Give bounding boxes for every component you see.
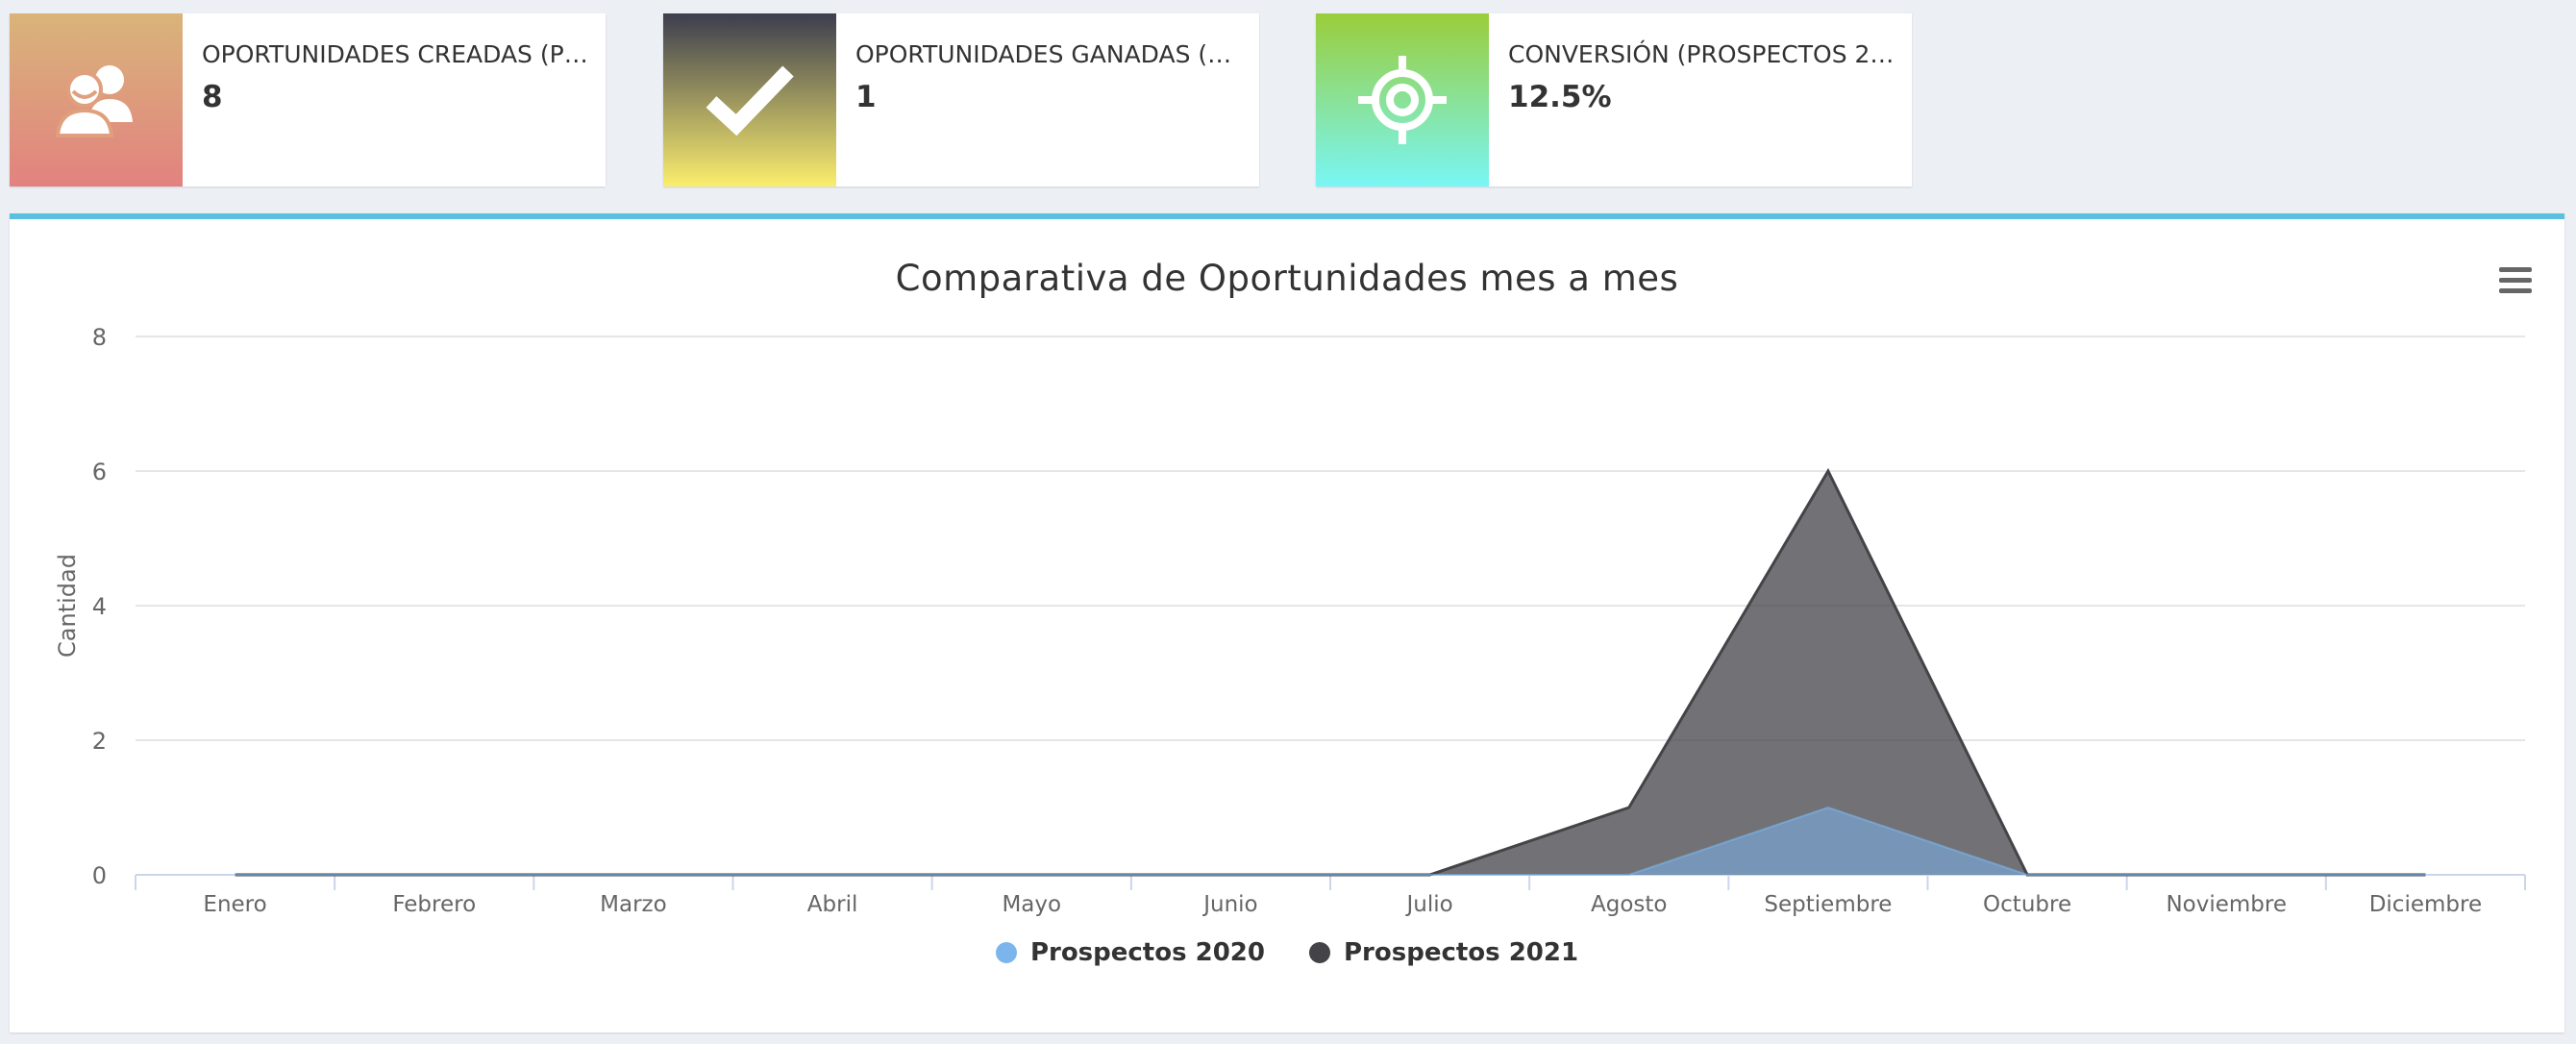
area-chart: 0 2 4 6 8 Enero Febrero Marzo Abril Mayo Junio Juli…: [54, 324, 2526, 917]
x-tick-label: Noviembre: [2166, 892, 2287, 917]
info-box-label: OPORTUNIDADES GANADAS (P…: [855, 40, 1242, 68]
info-box-opportunities-won: OPORTUNIDADES GANADAS (P… 1: [663, 13, 1259, 186]
y-tick-label: 2: [92, 728, 107, 755]
y-tick-label: 8: [92, 324, 107, 351]
x-tick-label: Septiembre: [1764, 892, 1892, 917]
series-area: [235, 471, 2426, 875]
info-box-label: CONVERSIÓN (PROSPECTOS 20…: [1508, 40, 1895, 68]
chart-legend: Prospectos 2020 Prospectos 2021: [10, 938, 2564, 967]
legend-item[interactable]: Prospectos 2021: [1309, 938, 1578, 967]
legend-label: Prospectos 2020: [1029, 938, 1265, 967]
y-tick-label: 6: [92, 459, 107, 485]
legend-item[interactable]: Prospectos 2020: [995, 938, 1265, 967]
chart-title: Comparativa de Oportunidades mes a mes: [895, 258, 1679, 299]
x-tick-label: Junio: [1201, 892, 1257, 917]
x-tick-label: Marzo: [600, 892, 667, 917]
legend-marker: [995, 942, 1017, 963]
x-tick-label: Enero: [203, 892, 266, 917]
series-line: [235, 467, 2426, 877]
legend-marker: [1309, 942, 1330, 963]
x-tick-label: Octubre: [1983, 892, 2071, 917]
info-box-value: 1: [855, 80, 877, 114]
target-icon: [1316, 13, 1489, 186]
y-tick-label: 0: [92, 862, 107, 889]
y-tick-label: 4: [92, 593, 107, 620]
x-tick-label: Agosto: [1591, 892, 1667, 917]
series-line: [235, 806, 2426, 876]
series-area: [235, 808, 2426, 875]
hamburger-menu-icon[interactable]: [2499, 267, 2532, 294]
x-tick-label: Mayo: [1002, 892, 1061, 917]
info-box-opportunities-created: OPORTUNIDADES CREADAS (PR… 8: [10, 13, 606, 186]
x-tick-label: Abril: [807, 892, 858, 917]
info-box-value: 12.5%: [1508, 80, 1612, 114]
info-box-value: 8: [202, 80, 223, 114]
info-box-conversion: CONVERSIÓN (PROSPECTOS 20… 12.5%: [1316, 13, 1912, 186]
x-tick-label: Julio: [1404, 892, 1452, 917]
legend-label: Prospectos 2021: [1344, 938, 1579, 967]
check-icon: [663, 13, 836, 186]
info-box-label: OPORTUNIDADES CREADAS (PR…: [202, 40, 588, 68]
x-tick-label: Diciembre: [2369, 892, 2482, 917]
x-tick-label: Febrero: [392, 892, 476, 917]
users-icon: [10, 13, 183, 186]
chart-panel: Comparativa de Oportunidades mes a mes 0…: [10, 213, 2564, 1032]
y-axis-title: Cantidad: [54, 554, 81, 658]
